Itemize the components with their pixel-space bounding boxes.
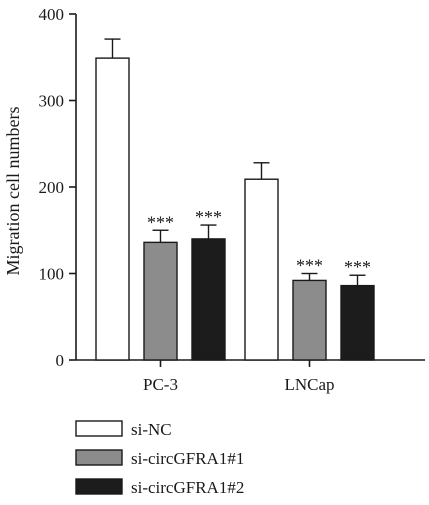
y-tick-label: 100 <box>39 265 65 284</box>
bar <box>191 238 226 361</box>
significance-label: *** <box>344 257 371 277</box>
y-tick-label: 400 <box>39 5 65 24</box>
significance-label: *** <box>147 212 174 232</box>
significance-label: *** <box>296 256 323 276</box>
legend-label: si-circGFRA1#1 <box>131 449 244 468</box>
y-tick-label: 0 <box>56 351 65 370</box>
y-tick-label: 200 <box>39 178 65 197</box>
significance-label: *** <box>195 207 222 227</box>
legend-swatch <box>75 478 123 495</box>
x-category-label: PC-3 <box>143 375 178 394</box>
legend-swatch <box>75 420 123 437</box>
bar <box>292 279 327 361</box>
legend-label: si-circGFRA1#2 <box>131 478 244 497</box>
x-category-label: LNCap <box>284 375 334 394</box>
bar <box>143 241 178 361</box>
plot-area: 0 100 200 300 400 Migration cell numbers PC-3 *… <box>3 5 425 394</box>
legend-swatch <box>75 449 123 466</box>
bar <box>244 178 279 361</box>
y-tick-label: 300 <box>39 92 65 111</box>
legend-label: si-NC <box>131 420 172 439</box>
legend: si-NC si-circGFRA1#1 si-circGFRA1#2 <box>75 420 244 497</box>
bar <box>340 284 375 361</box>
bar <box>95 57 130 361</box>
y-axis-title: Migration cell numbers <box>3 107 23 276</box>
